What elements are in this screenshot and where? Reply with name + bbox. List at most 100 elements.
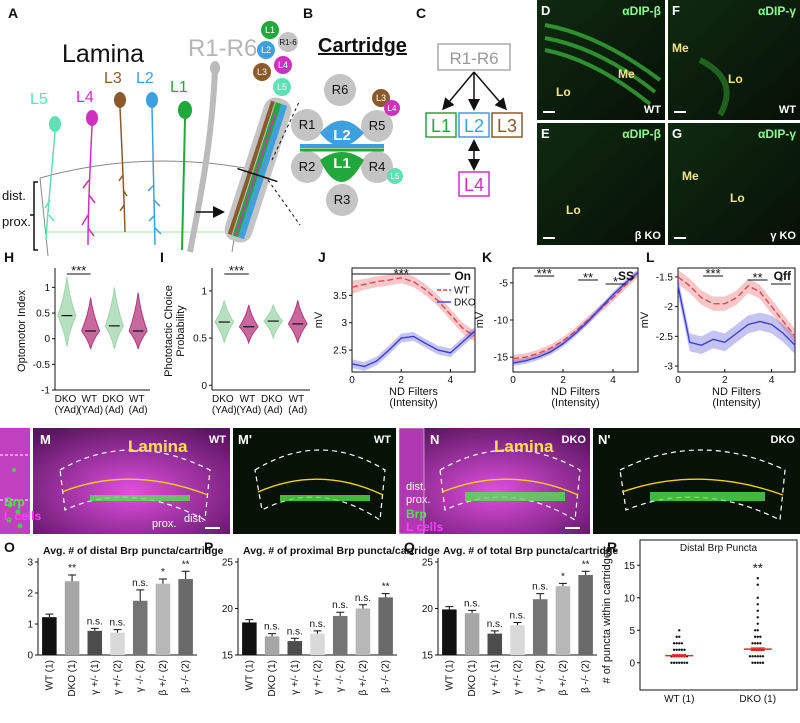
decoration [291, 109, 323, 141]
plot-frame [351, 267, 476, 373]
data-point [759, 661, 762, 664]
data-point [675, 635, 678, 638]
cell-label: R3 [334, 192, 351, 207]
y-tick-label: 2.5 [333, 346, 347, 357]
y-tick-label: 0 [201, 381, 207, 392]
x-tick-label: 0 [510, 375, 516, 386]
significance: n.s. [532, 582, 548, 593]
y-tick-label: -15 [494, 353, 509, 364]
data-point [672, 642, 676, 645]
bar [532, 599, 548, 655]
cell-label: L5 [391, 172, 400, 181]
cartridge-column [224, 97, 292, 243]
neuron [81, 125, 96, 246]
node-box [458, 171, 490, 197]
y-axis-label: # of puncta within cartridges [601, 546, 613, 683]
x-tick-label: γ +/- (2) [313, 660, 324, 695]
error-bar [513, 621, 522, 626]
neuron [181, 118, 186, 251]
cartridge-label: L5 [277, 82, 287, 92]
x-tick-label: WT (1) [664, 694, 694, 705]
violin [128, 292, 148, 350]
plot-frame [677, 267, 796, 373]
data-point [678, 642, 681, 645]
arrow [442, 71, 475, 111]
data-point [751, 661, 754, 664]
panel-letter: R [607, 539, 617, 555]
decoration [441, 478, 579, 496]
y-tick-label: -10 [494, 316, 509, 327]
data-point [756, 635, 759, 638]
panel-letter: M' [238, 432, 252, 447]
x-tick-label: β +/- (2) [358, 660, 369, 695]
data-point [753, 661, 757, 664]
data-point [756, 642, 759, 645]
cartridge-cells [291, 74, 403, 216]
x-tick-label: β -/- (2) [181, 660, 192, 693]
condition-label: On [454, 269, 471, 283]
x-axis-label: ND Filters [551, 386, 600, 398]
x-tick-label: β -/- (2) [381, 660, 392, 693]
y-tick-label: 25 [422, 558, 434, 569]
decoration [320, 120, 364, 146]
y-axis-label: Probability [175, 305, 187, 357]
data-point [675, 661, 678, 664]
genotype-label: WT [644, 104, 661, 116]
neuron-body [49, 116, 61, 132]
x-axis-label: ND Filters [712, 386, 761, 398]
cell-label: L2 [333, 127, 351, 144]
cell-label: R1 [299, 117, 316, 132]
decoration [238, 104, 288, 240]
violin [81, 297, 101, 350]
decoration [278, 32, 298, 52]
decoration [326, 184, 358, 216]
neuron-label: L4 [76, 89, 94, 106]
error-band [678, 276, 795, 355]
photoreceptor [210, 61, 220, 75]
significance: n.s. [509, 610, 525, 621]
data-point [756, 629, 759, 632]
x-tick-label: 4 [448, 375, 454, 386]
decoration [257, 41, 275, 59]
data-point [753, 655, 757, 658]
x-tick-label: 0 [675, 375, 681, 386]
genotype-label: WT [374, 434, 391, 446]
stain-band [544, 23, 662, 106]
x-tick-label: DKO (Ad) [102, 394, 126, 416]
decoration [253, 63, 271, 81]
x-tick-label: γ +/- (2) [513, 660, 524, 695]
panel-title: Lamina [494, 437, 554, 456]
y-tick-label: -1.5 [656, 272, 674, 283]
data-point [761, 655, 765, 658]
bar [378, 597, 393, 655]
y-tick-label: 0 [27, 651, 33, 662]
data-point [678, 635, 681, 638]
micrograph [399, 428, 590, 534]
y-axis-label: mV [639, 311, 651, 328]
plot-frame [639, 539, 798, 691]
bar [110, 632, 125, 655]
cell-label: L3 [376, 93, 386, 103]
data-point [680, 661, 684, 664]
photoreceptor-label: R1-R6 [188, 35, 257, 62]
micrograph [233, 428, 396, 534]
error-bar [468, 609, 477, 614]
y-tick-label: 0.5 [36, 309, 50, 320]
bar [555, 586, 571, 655]
panel-letter: D [541, 3, 550, 18]
x-tick-label: DKO (Ad) [261, 394, 285, 416]
neuron-body [86, 110, 98, 126]
significance: n.s. [487, 619, 503, 630]
cell-label: R6 [332, 82, 349, 97]
data-point [756, 577, 759, 580]
genotype-label: γ KO [770, 230, 796, 242]
decoration [6, 517, 12, 523]
channel-label: L cells [406, 520, 443, 534]
x-tick-label: γ +/- (1) [490, 660, 501, 695]
y-tick-label: 20 [222, 604, 234, 615]
panel-letter: C [416, 5, 426, 21]
x-tick-label: DKO (YAd) [54, 394, 79, 416]
data-point [753, 629, 757, 632]
bar [64, 581, 80, 655]
